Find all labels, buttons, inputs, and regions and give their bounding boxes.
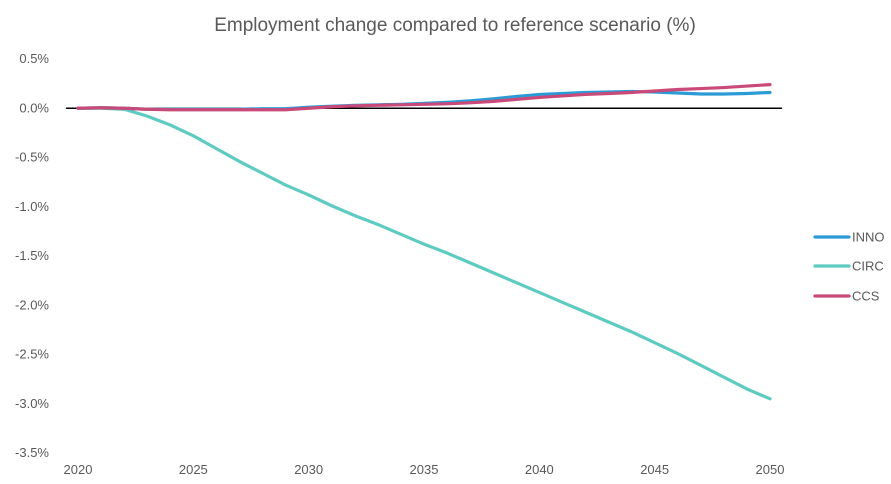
series-lines [76, 83, 772, 401]
legend-label-ccs: CCS [852, 289, 880, 304]
y-tick-label: -3.5% [15, 445, 49, 460]
legend: INNO CIRC CCS [813, 230, 885, 304]
y-tick-label: 0.5% [19, 51, 49, 66]
series-line-ccs [76, 83, 772, 112]
x-tick-label: 2030 [294, 462, 323, 477]
y-tick-label: -1.5% [15, 248, 49, 263]
y-tick-label: -1.0% [15, 199, 49, 214]
x-tick-label: 2045 [640, 462, 669, 477]
x-tick-label: 2035 [410, 462, 439, 477]
y-tick-label: -3.0% [15, 396, 49, 411]
x-tick-label: 2050 [756, 462, 785, 477]
y-tick-label: -0.5% [15, 150, 49, 165]
legend-label-inno: INNO [852, 230, 885, 245]
x-tick-label: 2025 [179, 462, 208, 477]
x-tick-label: 2020 [64, 462, 93, 477]
series-line-circ [76, 106, 772, 401]
y-tick-label: -2.0% [15, 297, 49, 312]
series-line-inno [76, 89, 772, 111]
y-tick-label: 0.0% [19, 100, 49, 115]
x-axis-ticks: 2020 2025 2030 2035 2040 2045 2050 [64, 462, 785, 477]
y-tick-label: -2.5% [15, 347, 49, 362]
y-axis-ticks: 0.5% 0.0% -0.5% -1.0% -1.5% -2.0% -2.5% -3.0% -3… [15, 51, 49, 460]
chart-title: Employment change compared to reference … [214, 15, 696, 36]
x-tick-label: 2040 [525, 462, 554, 477]
legend-label-circ: CIRC [852, 259, 884, 274]
